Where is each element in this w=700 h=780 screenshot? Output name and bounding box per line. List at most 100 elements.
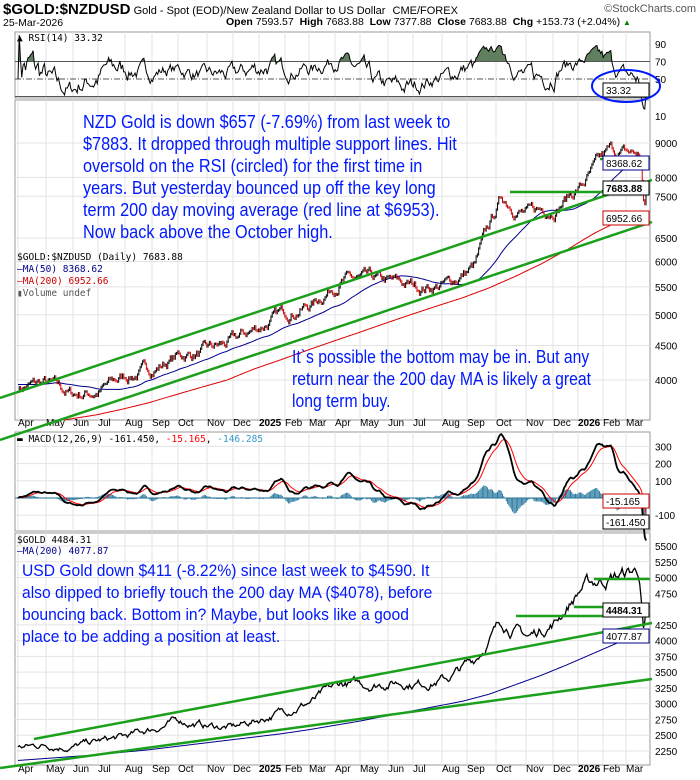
- month-tick-label: Aug: [442, 764, 460, 775]
- usd-tick-label: 4750: [655, 589, 678, 600]
- month-tick-label: Jun: [73, 418, 89, 429]
- up-arrow-icon: ▲: [623, 18, 631, 27]
- month-tick-label: Apr: [335, 418, 351, 429]
- month-tick-label: Jun: [388, 764, 404, 775]
- trendline: [0, 178, 653, 400]
- close-label: Close: [437, 16, 466, 28]
- month-tick-label: May: [46, 764, 65, 775]
- month-tick-label: Dec: [553, 764, 571, 775]
- month-tick-label: Oct: [496, 418, 512, 429]
- symbol-title: $GOLD:$NZDUSD: [3, 1, 131, 18]
- nzd-tick-label: 6500: [655, 234, 678, 245]
- usd-tick-label: 5500: [655, 542, 678, 553]
- month-tick-label: 2025: [259, 764, 282, 775]
- nzd-last-flag-box: [602, 180, 650, 196]
- month-tick-label: Oct: [178, 418, 194, 429]
- annotation-line: oversold on the RSI (circled) for the fi…: [83, 155, 423, 176]
- nzd-annotation: NZD Gold is down $657 (-7.69%) from last…: [83, 111, 457, 243]
- rsi-tick-label: 10: [655, 112, 667, 123]
- rsi-tick-label: 90: [655, 40, 667, 51]
- rsi-tick-label: 70: [655, 58, 667, 69]
- nzd-ma200-flag-box: [602, 210, 650, 226]
- annotation-line: $7883. It dropped through multiple suppo…: [83, 133, 457, 154]
- ohlc-line: Open 7593.57 High 7683.88 Low 7377.88 Cl…: [226, 16, 631, 28]
- macd-signal-value: -15.165: [165, 434, 206, 445]
- month-tick-label: Nov: [526, 764, 544, 775]
- usd-tick-label: 3000: [655, 700, 678, 711]
- macd-tick-label: 300: [655, 442, 672, 453]
- month-tick-label: Nov: [526, 418, 544, 429]
- usd-tick-label: 2750: [655, 715, 678, 726]
- month-tick-label: Feb: [603, 418, 621, 429]
- macd-tick-label: 200: [655, 460, 672, 471]
- annotation-line: USD Gold down $411 (-8.22%) since last w…: [22, 561, 430, 580]
- usd-tick-label: 3750: [655, 652, 678, 663]
- low-value: 7377.88: [393, 16, 432, 28]
- usd-last-flag: 4484.31: [606, 606, 643, 617]
- nzd-last-flag: 7683.88: [606, 184, 643, 195]
- month-tick-label: Jun: [388, 418, 404, 429]
- exchange: CME/FOREX: [392, 5, 458, 17]
- month-tick-label: 2026: [578, 764, 601, 775]
- usd-last-flag-box: [602, 602, 650, 618]
- chg-label: Chg: [512, 16, 534, 28]
- month-tick-label: Jul: [413, 418, 426, 429]
- high-label: High: [299, 16, 323, 28]
- header-line-1: $GOLD:$NZDUSD Gold - Spot (EOD)/New Zeal…: [3, 1, 458, 18]
- macd-tick-label: 100: [655, 477, 672, 488]
- month-tick-label: Mar: [309, 418, 327, 429]
- month-tick-label: Aug: [125, 418, 143, 429]
- month-tick-label: Nov: [207, 418, 225, 429]
- usd-tick-label: 2500: [655, 731, 678, 742]
- brand-logo[interactable]: ©StockCharts.com: [604, 3, 696, 15]
- annotation-line: place to be adding a position at least.: [22, 627, 281, 646]
- rsi-value-flag-box: [602, 82, 650, 98]
- usd-legend-title: $GOLD 4484.31: [17, 535, 91, 546]
- month-tick-label: Oct: [178, 764, 194, 775]
- month-tick-label: Mar: [626, 764, 644, 775]
- nzd-legend-ma50: —MA(50) 8368.62: [17, 264, 103, 275]
- annotation-line: also dipped to briefly touch the 200 day…: [22, 583, 433, 602]
- trendline: [0, 220, 653, 442]
- annotation-line: NZD Gold is down $657 (-7.69%) from last…: [83, 111, 451, 132]
- nzd-title: $GOLD:$NZDUSD (Daily) 7683.88: [17, 252, 183, 263]
- annotation-line: It`s possible the bottom may be in. But …: [292, 346, 590, 367]
- annotation-line: years. But yesterday bounced up off the …: [83, 177, 436, 198]
- macd-value-flag: -161.450: [606, 518, 646, 529]
- usd-legend-ma200: —MA(200) 4077.87: [17, 546, 109, 557]
- month-tick-label: Sep: [467, 418, 485, 429]
- ma50-legend-text: MA(50) 8368.62: [22, 264, 103, 275]
- month-tick-label: Jul: [413, 764, 426, 775]
- month-tick-label: Feb: [285, 418, 303, 429]
- nzd-ma50-flag-box: [602, 155, 650, 171]
- annotation-line: bouncing back. Bottom in? Maybe, but loo…: [22, 605, 409, 624]
- month-tick-label: May: [360, 764, 379, 775]
- month-tick-label: Sep: [152, 418, 170, 429]
- rsi-legend: ▲ RSI(14) 33.32: [17, 33, 103, 44]
- usd-tick-label: 3500: [655, 668, 678, 679]
- month-tick-label: Apr: [335, 764, 351, 775]
- nzd-legend-ma200: —MA(200) 6952.66: [17, 276, 109, 287]
- rsi-value-flag: 33.32: [606, 86, 631, 97]
- macd-value: -161.450: [108, 434, 155, 445]
- month-tick-label: Apr: [18, 764, 34, 775]
- nzd-bottom-annotation: It`s possible the bottom may be in. But …: [292, 346, 591, 412]
- month-tick-label: Feb: [285, 764, 303, 775]
- month-tick-label: Oct: [496, 764, 512, 775]
- nzd-legend-title: $GOLD:$NZDUSD (Daily) 7683.88: [17, 252, 183, 263]
- volume-legend-text: Volume undef: [22, 288, 92, 299]
- rsi-line: [17, 35, 647, 110]
- month-tick-label: May: [46, 418, 65, 429]
- month-tick-label: Jun: [73, 764, 89, 775]
- nzd-tick-label: 8000: [655, 173, 678, 184]
- month-tick-label: 2026: [578, 418, 601, 429]
- nzd-ma50-line: [18, 157, 647, 391]
- macd-legend: ▬ MACD(12,26,9) -161.450, -15.165, -146.…: [17, 434, 264, 445]
- nzd-panel-frame: [14, 99, 651, 421]
- close-value: 7683.88: [468, 16, 507, 28]
- nzd-tick-label: 7500: [655, 192, 678, 203]
- month-tick-label: 2025: [259, 418, 282, 429]
- nzd-tick-label: 5500: [655, 283, 678, 294]
- month-tick-label: Sep: [467, 764, 485, 775]
